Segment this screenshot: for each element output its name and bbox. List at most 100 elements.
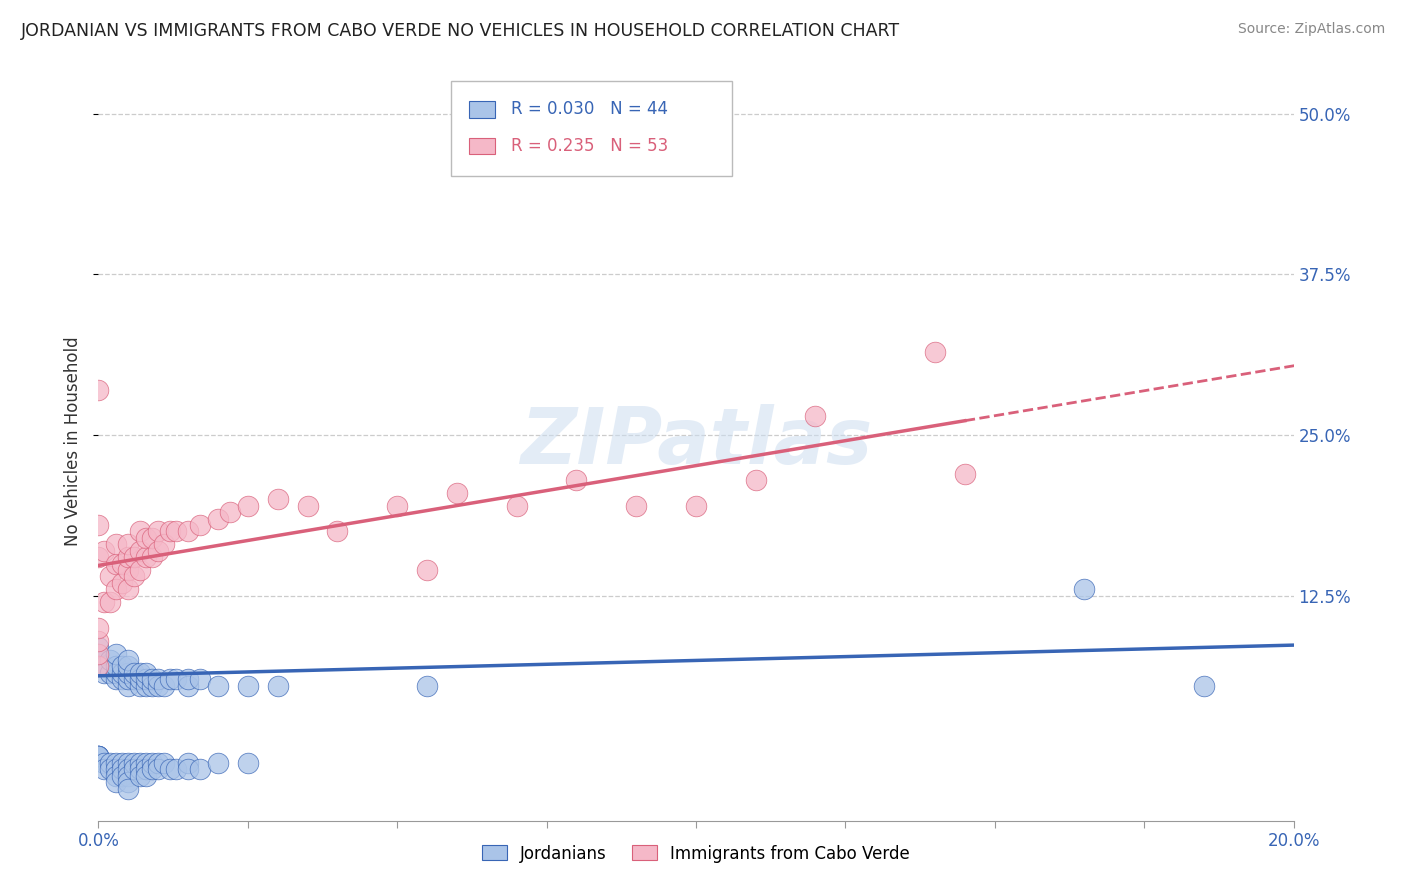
Point bbox=[117, 665, 139, 680]
Point bbox=[141, 673, 163, 687]
Point bbox=[153, 679, 176, 693]
Point bbox=[159, 762, 181, 776]
Point bbox=[111, 769, 134, 783]
Point bbox=[148, 673, 170, 687]
Point bbox=[159, 673, 181, 687]
Point bbox=[188, 673, 211, 687]
Point bbox=[124, 673, 146, 687]
Point bbox=[141, 762, 163, 776]
Point bbox=[105, 775, 128, 789]
Text: ZIPatlas: ZIPatlas bbox=[520, 403, 872, 480]
Point bbox=[141, 679, 163, 693]
Point bbox=[129, 665, 152, 680]
Point bbox=[105, 537, 128, 551]
Point bbox=[124, 569, 146, 583]
Point bbox=[129, 543, 152, 558]
Point bbox=[129, 679, 152, 693]
Point bbox=[141, 756, 163, 770]
Point bbox=[87, 647, 110, 661]
Point bbox=[446, 486, 468, 500]
Point bbox=[111, 762, 134, 776]
Point bbox=[111, 575, 134, 590]
Point bbox=[111, 557, 134, 571]
Point bbox=[117, 550, 139, 565]
Point bbox=[129, 524, 152, 539]
Point bbox=[626, 499, 648, 513]
Point bbox=[207, 679, 229, 693]
Point bbox=[219, 505, 242, 519]
Point bbox=[87, 550, 110, 565]
Point bbox=[953, 467, 976, 481]
Point bbox=[416, 563, 439, 577]
Point bbox=[105, 582, 128, 597]
Point bbox=[117, 762, 139, 776]
Point bbox=[87, 659, 110, 673]
Point bbox=[98, 569, 122, 583]
Point bbox=[236, 499, 259, 513]
Point bbox=[188, 518, 211, 533]
Point bbox=[98, 762, 122, 776]
Point bbox=[87, 659, 110, 673]
Point bbox=[135, 769, 157, 783]
Point bbox=[111, 756, 134, 770]
Point bbox=[117, 756, 139, 770]
Point bbox=[141, 550, 163, 565]
Point bbox=[87, 659, 110, 673]
Point bbox=[98, 756, 122, 770]
Point bbox=[117, 769, 139, 783]
Point bbox=[135, 550, 157, 565]
Point bbox=[804, 409, 827, 423]
Point bbox=[924, 344, 946, 359]
Point bbox=[124, 665, 146, 680]
Point bbox=[506, 499, 529, 513]
Point bbox=[148, 762, 170, 776]
Legend: Jordanians, Immigrants from Cabo Verde: Jordanians, Immigrants from Cabo Verde bbox=[475, 838, 917, 869]
Point bbox=[177, 679, 200, 693]
Point bbox=[117, 563, 139, 577]
Point bbox=[129, 673, 152, 687]
Point bbox=[117, 582, 139, 597]
Point bbox=[177, 524, 200, 539]
Point bbox=[135, 762, 157, 776]
Point bbox=[87, 749, 110, 764]
Point bbox=[148, 524, 170, 539]
Point bbox=[98, 665, 122, 680]
Point bbox=[124, 762, 146, 776]
Point bbox=[111, 673, 134, 687]
Point bbox=[105, 756, 128, 770]
Point bbox=[165, 524, 187, 539]
Point bbox=[117, 775, 139, 789]
Point bbox=[148, 679, 170, 693]
Point bbox=[93, 543, 115, 558]
Point bbox=[117, 537, 139, 551]
Point bbox=[135, 679, 157, 693]
Point bbox=[565, 473, 588, 487]
Point bbox=[87, 633, 110, 648]
Point bbox=[87, 749, 110, 764]
Point bbox=[745, 473, 768, 487]
Point bbox=[177, 673, 200, 687]
Point bbox=[111, 659, 134, 673]
Point bbox=[165, 762, 187, 776]
Point bbox=[267, 492, 290, 507]
Point bbox=[1192, 679, 1215, 693]
Point bbox=[98, 595, 122, 609]
Point bbox=[236, 679, 259, 693]
Point bbox=[87, 647, 110, 661]
Point bbox=[87, 640, 110, 655]
Text: Source: ZipAtlas.com: Source: ZipAtlas.com bbox=[1237, 22, 1385, 37]
Point bbox=[87, 749, 110, 764]
Point bbox=[141, 531, 163, 545]
Point bbox=[93, 659, 115, 673]
Point bbox=[416, 679, 439, 693]
Text: R = 0.235   N = 53: R = 0.235 N = 53 bbox=[510, 136, 668, 155]
Point bbox=[117, 653, 139, 667]
Point bbox=[177, 756, 200, 770]
Bar bbox=[470, 137, 495, 154]
Point bbox=[177, 762, 200, 776]
Point bbox=[153, 537, 176, 551]
Point bbox=[117, 659, 139, 673]
Point bbox=[148, 543, 170, 558]
Point bbox=[165, 673, 187, 687]
Point bbox=[93, 665, 115, 680]
